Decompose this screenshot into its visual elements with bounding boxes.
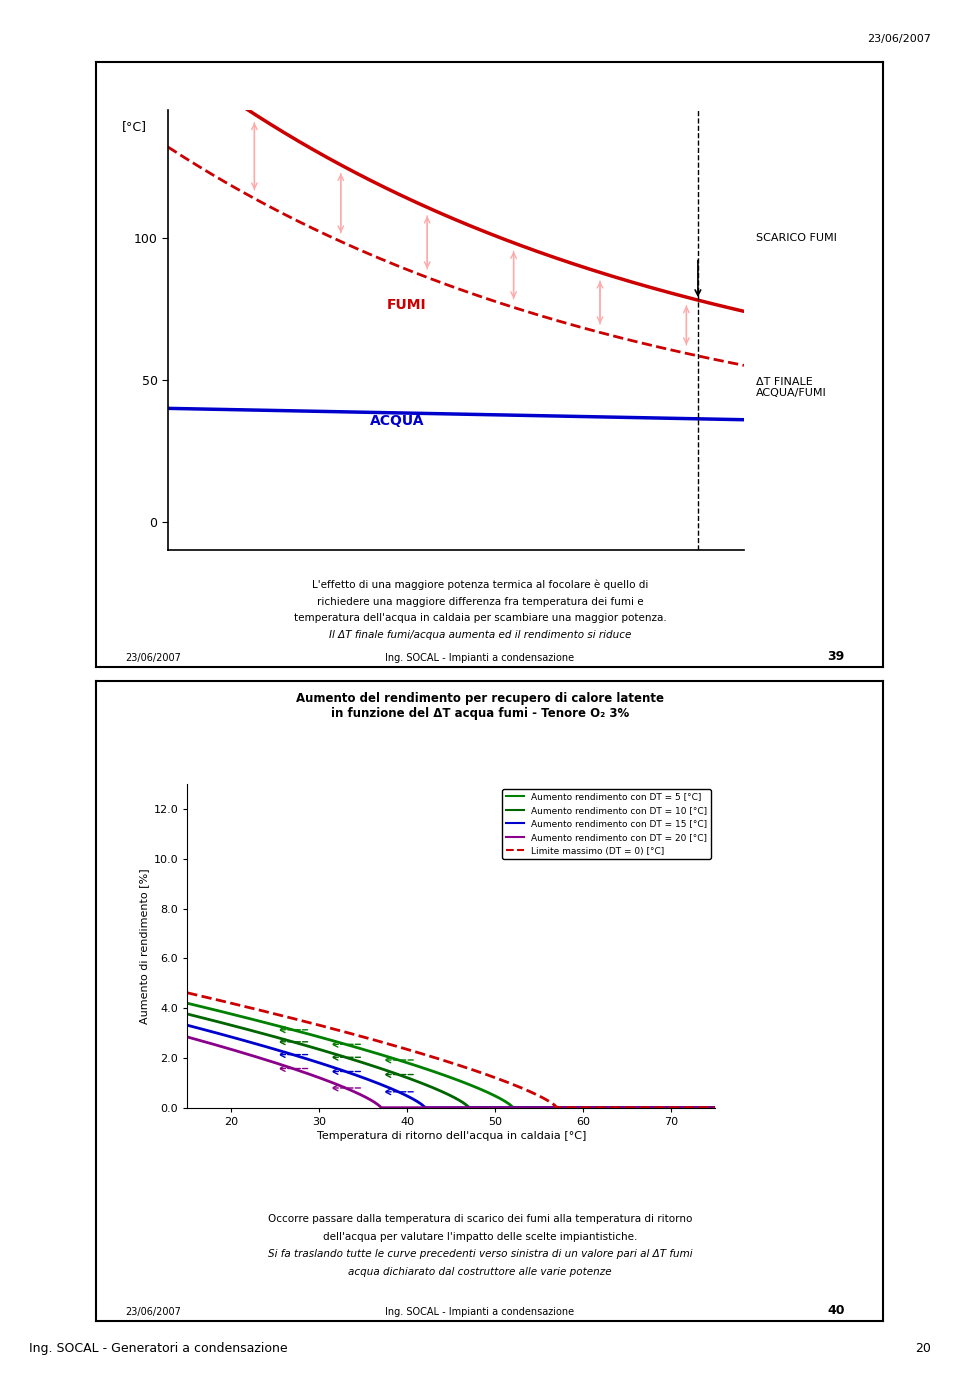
Text: ACQUA: ACQUA <box>370 414 424 428</box>
X-axis label: Temperatura di ritorno dell'acqua in caldaia [°C]: Temperatura di ritorno dell'acqua in cal… <box>317 1131 586 1141</box>
Text: 23/06/2007: 23/06/2007 <box>125 654 180 663</box>
Text: 23/06/2007: 23/06/2007 <box>125 1307 180 1317</box>
Text: Il ΔT finale fumi/acqua aumenta ed il rendimento si riduce: Il ΔT finale fumi/acqua aumenta ed il re… <box>329 630 631 640</box>
Text: FUMI: FUMI <box>387 299 426 312</box>
Text: SCARICO FUMI: SCARICO FUMI <box>756 233 836 244</box>
Text: richiedere una maggiore differenza fra temperatura dei fumi e: richiedere una maggiore differenza fra t… <box>317 597 643 607</box>
Text: L'effetto di una maggiore potenza termica al focolare è quello di: L'effetto di una maggiore potenza termic… <box>312 579 648 590</box>
Text: ΔT FINALE
ACQUA/FUMI: ΔT FINALE ACQUA/FUMI <box>756 377 827 398</box>
Y-axis label: Aumento di rendimento [%]: Aumento di rendimento [%] <box>139 868 149 1024</box>
Text: Occorre passare dalla temperatura di scarico dei fumi alla temperatura di ritorn: Occorre passare dalla temperatura di sca… <box>268 1214 692 1223</box>
Text: Aumento del rendimento per recupero di calore latente: Aumento del rendimento per recupero di c… <box>296 692 664 705</box>
Text: 23/06/2007: 23/06/2007 <box>867 34 931 44</box>
Text: dell'acqua per valutare l'impatto delle scelte impiantistiche.: dell'acqua per valutare l'impatto delle … <box>323 1232 637 1241</box>
Text: 39: 39 <box>828 651 845 663</box>
Text: 40: 40 <box>828 1304 845 1317</box>
Text: Ing. SOCAL - Generatori a condensazione: Ing. SOCAL - Generatori a condensazione <box>29 1343 287 1355</box>
Text: in funzione del ΔT acqua fumi - Tenore O₂ 3%: in funzione del ΔT acqua fumi - Tenore O… <box>331 707 629 720</box>
Text: [°C]: [°C] <box>122 120 147 133</box>
Text: temperatura dell'acqua in caldaia per scambiare una maggior potenza.: temperatura dell'acqua in caldaia per sc… <box>294 614 666 623</box>
Text: 20: 20 <box>915 1343 931 1355</box>
Text: Ing. SOCAL - Impianti a condensazione: Ing. SOCAL - Impianti a condensazione <box>385 1307 575 1317</box>
Text: acqua dichiarato dal costruttore alle varie potenze: acqua dichiarato dal costruttore alle va… <box>348 1267 612 1277</box>
Legend: Aumento rendimento con DT = 5 [°C], Aumento rendimento con DT = 10 [°C], Aumento: Aumento rendimento con DT = 5 [°C], Aume… <box>502 788 710 859</box>
Text: Ing. SOCAL - Impianti a condensazione: Ing. SOCAL - Impianti a condensazione <box>385 654 575 663</box>
Text: Si fa traslando tutte le curve precedenti verso sinistra di un valore pari al ΔT: Si fa traslando tutte le curve precedent… <box>268 1249 692 1259</box>
